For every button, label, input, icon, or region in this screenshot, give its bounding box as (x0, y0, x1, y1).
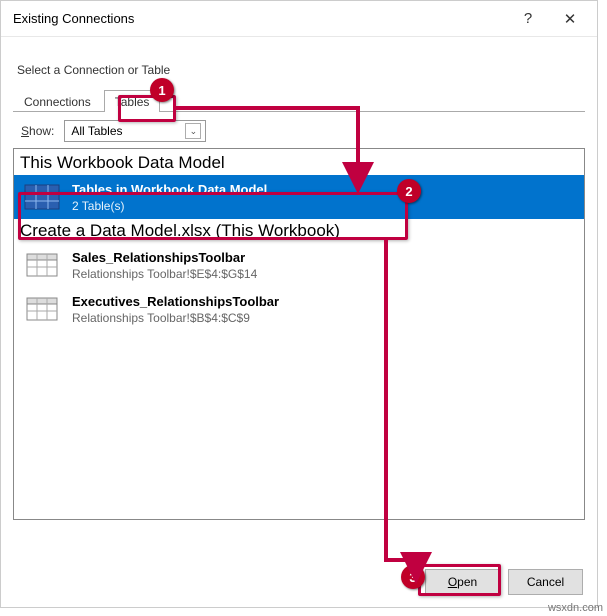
titlebar: Existing Connections ? ✕ (1, 1, 597, 37)
open-button[interactable]: Open (425, 569, 500, 595)
section-data-model: This Workbook Data Model (14, 151, 584, 175)
dialog-title: Existing Connections (13, 11, 507, 26)
item-text: Executives_RelationshipsToolbar Relation… (72, 294, 279, 325)
item-title: Executives_RelationshipsToolbar (72, 294, 279, 309)
item-text: Tables in Workbook Data Model 2 Table(s) (72, 182, 267, 213)
tab-strip: Connections Tables (13, 89, 585, 112)
watermark: wsxdn.com (548, 602, 603, 614)
item-title: Sales_RelationshipsToolbar (72, 250, 257, 265)
tab-connections[interactable]: Connections (13, 90, 102, 112)
item-title: Tables in Workbook Data Model (72, 182, 267, 197)
item-subtitle: 2 Table(s) (72, 199, 267, 213)
tables-listbox[interactable]: This Workbook Data Model Tables in Workb… (13, 148, 585, 520)
show-label: Show: (21, 124, 54, 138)
close-button[interactable]: ✕ (549, 5, 591, 33)
show-value: All Tables (71, 124, 122, 138)
item-text: Sales_RelationshipsToolbar Relationships… (72, 250, 257, 281)
chevron-down-icon: ⌄ (185, 123, 201, 139)
item-sales-table[interactable]: Sales_RelationshipsToolbar Relationships… (14, 243, 584, 287)
tab-tables[interactable]: Tables (104, 90, 161, 112)
show-combo[interactable]: All Tables ⌄ (64, 120, 206, 142)
existing-connections-dialog: Existing Connections ? ✕ Select a Connec… (0, 0, 598, 608)
item-executives-table[interactable]: Executives_RelationshipsToolbar Relation… (14, 287, 584, 331)
help-button[interactable]: ? (507, 5, 549, 33)
dialog-body: Select a Connection or Table Connections… (1, 37, 597, 520)
item-subtitle: Relationships Toolbar!$B$4:$C$9 (72, 311, 279, 325)
cancel-button[interactable]: Cancel (508, 569, 583, 595)
show-row: Show: All Tables ⌄ (13, 120, 585, 142)
table-icon (24, 247, 60, 283)
data-model-icon (24, 179, 60, 215)
dialog-buttons: Open Cancel (425, 569, 583, 595)
item-subtitle: Relationships Toolbar!$E$4:$G$14 (72, 267, 257, 281)
table-icon (24, 291, 60, 327)
section-workbook: Create a Data Model.xlsx (This Workbook) (14, 219, 584, 243)
item-workbook-data-model[interactable]: Tables in Workbook Data Model 2 Table(s) (14, 175, 584, 219)
dialog-subtitle: Select a Connection or Table (13, 63, 585, 77)
